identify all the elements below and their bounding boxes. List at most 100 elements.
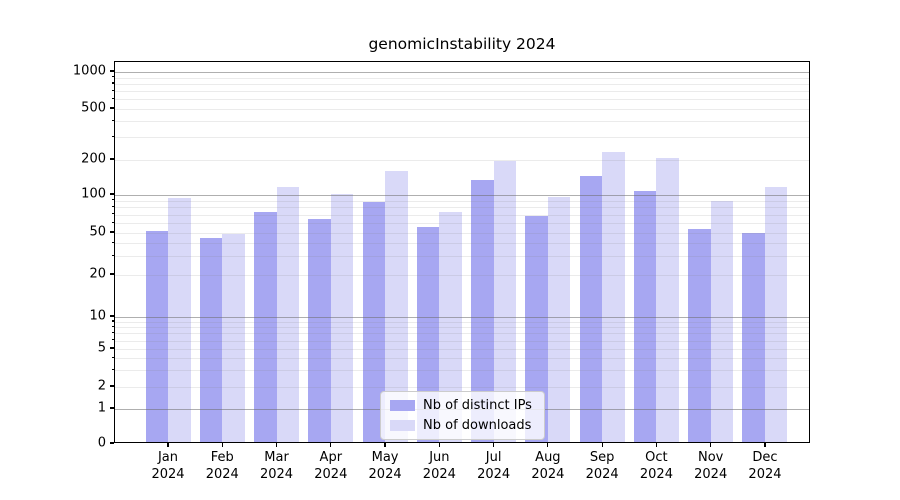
y-axis-tick-label: 10 [89,308,106,324]
y-tick-mark-minor [111,221,114,223]
gridline-minor [115,207,809,209]
x-tick-mark [438,443,440,447]
bar-distinct-ips [145,230,168,442]
plot-area [114,61,810,443]
bar-distinct-ips [471,179,494,442]
y-axis-tick-label: 500 [81,100,106,116]
gridline-major [115,317,809,318]
gridline-minor [115,99,809,101]
gridline-minor [115,160,809,161]
y-tick-mark-minor [111,76,114,78]
gridline-minor [115,223,809,224]
x-axis-tick-label: Mar 2024 [259,450,294,482]
x-axis-tick-label: Sep 2024 [585,450,619,482]
gridline-minor [115,321,809,323]
y-axis-tick-label: 100 [81,186,106,202]
legend-row-distinct-ips: Nb of distinct IPs [390,398,535,413]
bar-downloads [439,211,462,442]
gridline-minor [115,233,809,234]
gridline-minor [115,256,809,258]
bar-distinct-ips [416,226,440,442]
x-axis-tick-label: Jun 2024 [422,450,456,482]
x-axis-tick-label: Dec 2024 [748,450,782,482]
bar-downloads [276,186,300,442]
legend-label-downloads: Nb of downloads [423,418,532,433]
gridline-minor [115,91,809,93]
gridline-minor [115,109,809,110]
y-axis-tick-label: 200 [81,151,106,167]
gridline-minor [115,200,809,202]
y-tick-mark-minor [111,331,114,334]
bar-downloads [710,201,734,442]
y-tick-mark-minor [111,320,114,322]
x-tick-mark [710,443,712,447]
y-tick-mark-minor [111,339,114,341]
y-tick-mark-minor [111,368,114,370]
y-tick-mark [109,385,114,387]
gridline-minor [115,349,809,350]
chart-title: genomicInstability 2024 [368,35,556,53]
gridline-major [115,195,809,196]
bar-distinct-ips [199,237,223,442]
x-axis-tick-label: Jan 2024 [151,450,185,482]
x-tick-mark [384,443,386,447]
x-tick-mark [221,443,223,447]
y-axis-tick-label: 50 [89,224,106,240]
bar-downloads [168,197,191,442]
y-tick-mark [109,347,114,349]
y-tick-mark-minor [111,97,114,99]
y-axis-tick-label: 0 [97,435,106,451]
bar-distinct-ips [579,176,603,442]
y-tick-mark [109,315,114,317]
bar-downloads [602,151,625,442]
gridline-minor [115,275,809,276]
y-tick-mark-minor [111,325,114,327]
gridline-minor [115,327,809,329]
y-tick-mark-minor [111,213,114,215]
gridline-minor [115,333,809,335]
bar-distinct-ips [362,202,386,442]
bar-distinct-ips [525,216,548,442]
y-tick-mark-minor [111,254,114,257]
x-axis-tick-label: May 2024 [368,450,402,482]
y-tick-mark [109,407,114,409]
legend-swatch-distinct-ips [390,400,415,411]
gridline-minor [115,358,809,360]
y-tick-mark-minor [111,135,114,138]
x-tick-mark [330,443,332,447]
y-tick-mark [109,273,114,275]
bar-downloads [222,233,245,442]
y-tick-mark-minor [111,199,114,201]
y-tick-mark [109,231,114,233]
x-tick-mark [601,443,603,447]
y-axis-tick-label: 5 [97,340,106,356]
x-tick-mark [764,443,766,447]
y-axis-tick-label: 2 [97,378,106,394]
x-tick-mark [547,443,549,447]
x-tick-mark [275,443,278,447]
y-tick-mark [109,193,114,195]
x-tick-mark [493,443,495,447]
y-tick-mark [109,70,114,72]
gridline-minor [115,214,809,216]
y-tick-mark-minor [111,205,114,207]
gridline-major [115,72,809,73]
y-axis-tick-label: 20 [89,266,106,282]
y-tick-mark-minor [111,82,114,84]
y-tick-mark-minor [111,241,114,243]
x-tick-mark [167,443,169,447]
y-tick-mark [109,158,114,160]
x-axis-tick-label: Apr 2024 [314,450,348,482]
legend-label-distinct-ips: Nb of distinct IPs [423,398,532,413]
gridline-minor [115,243,809,245]
x-axis-tick-label: Nov 2024 [694,450,728,482]
bar-distinct-ips [633,191,657,442]
gridline-minor [115,77,809,79]
legend: Nb of distinct IPs Nb of downloads [380,391,545,440]
bar-distinct-ips [688,228,711,442]
y-axis-tick-label: 1 [97,400,106,416]
bar-downloads [493,160,517,442]
legend-swatch-downloads [390,420,415,431]
gridline-minor [115,387,809,388]
